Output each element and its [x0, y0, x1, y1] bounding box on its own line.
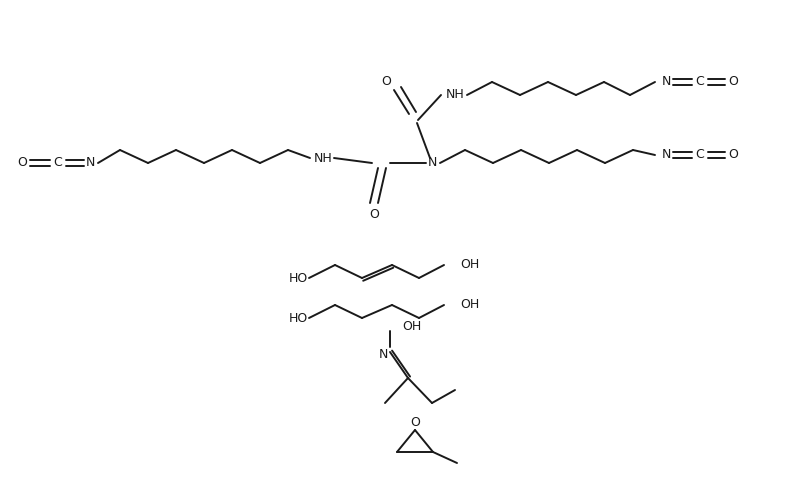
Text: C: C — [696, 76, 705, 88]
Text: N: N — [662, 76, 670, 88]
Text: NH: NH — [314, 152, 332, 165]
Text: NH: NH — [446, 88, 464, 101]
Text: N: N — [427, 157, 437, 169]
Text: N: N — [85, 157, 95, 169]
Text: N: N — [379, 347, 388, 361]
Text: O: O — [381, 76, 391, 88]
Text: C: C — [54, 157, 62, 169]
Text: O: O — [410, 415, 420, 428]
Text: OH: OH — [460, 298, 479, 312]
Text: O: O — [369, 207, 379, 220]
Text: N: N — [662, 149, 670, 162]
Text: O: O — [728, 149, 738, 162]
Text: HO: HO — [288, 272, 308, 285]
Text: O: O — [728, 76, 738, 88]
Text: OH: OH — [460, 258, 479, 272]
Text: O: O — [17, 157, 27, 169]
Text: OH: OH — [402, 320, 421, 332]
Text: HO: HO — [288, 312, 308, 325]
Text: C: C — [696, 149, 705, 162]
